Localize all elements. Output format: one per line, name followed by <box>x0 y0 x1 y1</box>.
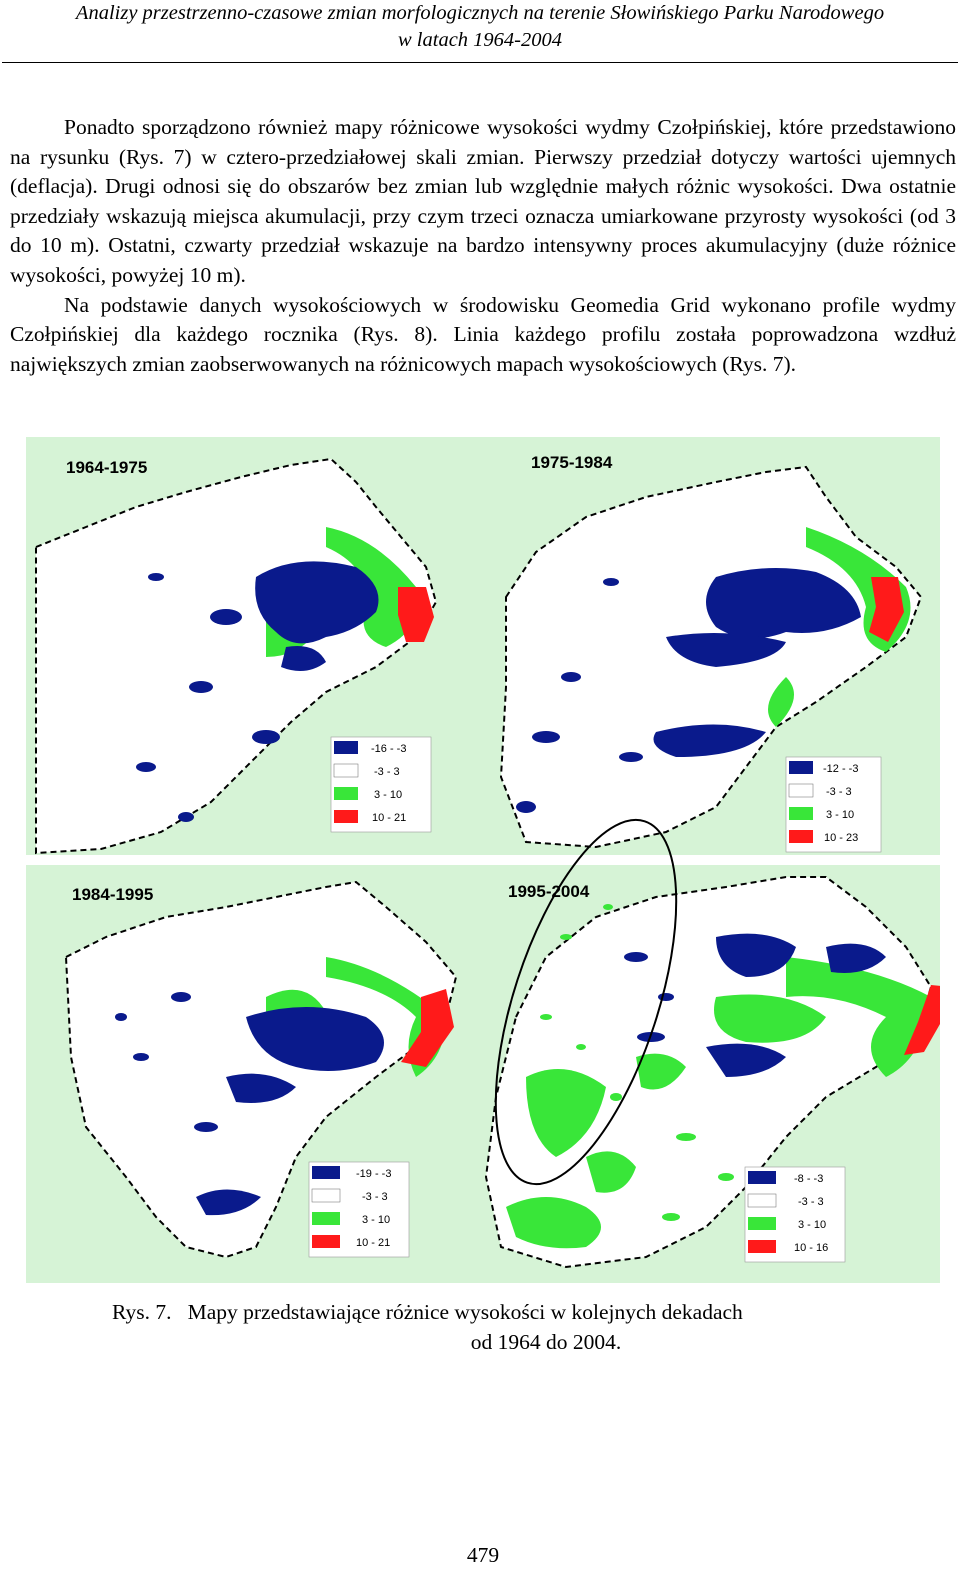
svg-text:-16 - -3: -16 - -3 <box>371 743 406 755</box>
svg-text:-19 - -3: -19 - -3 <box>356 1168 391 1180</box>
header-rule <box>2 62 958 63</box>
map-1984-1995: 1984-1995 -19 - -3 -3 - 3 3 - 10 10 - 21 <box>64 880 458 1259</box>
figure-difference-maps: 1964-1975 -16 - -3 -3 - 3 3 - 10 10 - 21 <box>26 437 951 1283</box>
paragraph-1: Ponadto sporządzono również mapy różnico… <box>10 115 956 287</box>
map-1995-2004: 1995-2004 -8 - -3 -3 - 3 3 - 10 10 - 16 <box>484 818 951 1269</box>
body-text: Ponadto sporządzono również mapy różnico… <box>10 113 956 379</box>
header-title-line2: w latach 1964-2004 <box>398 29 562 51</box>
map-1964-1975: 1964-1975 -16 - -3 -3 - 3 3 - 10 10 - 21 <box>35 457 438 855</box>
svg-text:10 - 23: 10 - 23 <box>824 832 858 844</box>
caption-text-line1: Mapy przedstawiające różnice wysokości w… <box>187 1300 743 1324</box>
page-number: 479 <box>466 1543 500 1567</box>
svg-text:3 - 10: 3 - 10 <box>362 1214 390 1226</box>
caption-text-line2: od 1964 do 2004. <box>470 1329 622 1354</box>
caption-line1: Rys. 7. Mapy przedstawiające różnice wys… <box>112 1298 743 1328</box>
svg-text:-3 - 3: -3 - 3 <box>826 786 852 798</box>
header-title-line1: Analizy przestrzenno-czasowe zmian morfo… <box>75 2 885 24</box>
svg-text:-3 - 3: -3 - 3 <box>374 766 400 778</box>
svg-text:3 - 10: 3 - 10 <box>826 809 854 821</box>
svg-text:-12 - -3: -12 - -3 <box>823 763 858 775</box>
svg-text:-3 - 3: -3 - 3 <box>362 1191 388 1203</box>
map-4-legend: -8 - -3 -3 - 3 3 - 10 10 - 16 <box>744 1166 846 1263</box>
map-2-period-label: 1975-1984 <box>531 453 613 472</box>
paragraph-2: Na podstawie danych wysokościowych w śro… <box>10 292 956 376</box>
svg-text:10 - 16: 10 - 16 <box>794 1242 828 1254</box>
map-1-legend: -16 - -3 -3 - 3 3 - 10 10 - 21 <box>330 736 432 833</box>
map-2-legend: -12 - -3 -3 - 3 3 - 10 10 - 23 <box>785 756 882 853</box>
map-1-period-label: 1964-1975 <box>66 458 147 477</box>
svg-text:10 - 21: 10 - 21 <box>356 1237 390 1249</box>
svg-text:3 - 10: 3 - 10 <box>374 789 402 801</box>
svg-text:3 - 10: 3 - 10 <box>798 1219 826 1231</box>
map-1975-1984: 1975-1984 -12 - -3 -3 - 3 3 - 10 10 - 23 <box>499 453 923 853</box>
map-4-period-label: 1995-2004 <box>508 882 590 901</box>
running-header: Analizy przestrzenno-czasowe zmian morfo… <box>0 0 960 54</box>
map-3-legend: -19 - -3 -3 - 3 3 - 10 10 - 21 <box>308 1161 410 1258</box>
map-3-period-label: 1984-1995 <box>72 885 153 904</box>
svg-text:-3 - 3: -3 - 3 <box>798 1196 824 1208</box>
caption-label: Rys. 7. <box>112 1300 172 1324</box>
svg-text:-8 - -3: -8 - -3 <box>794 1173 823 1185</box>
svg-text:10 - 21: 10 - 21 <box>372 812 406 824</box>
